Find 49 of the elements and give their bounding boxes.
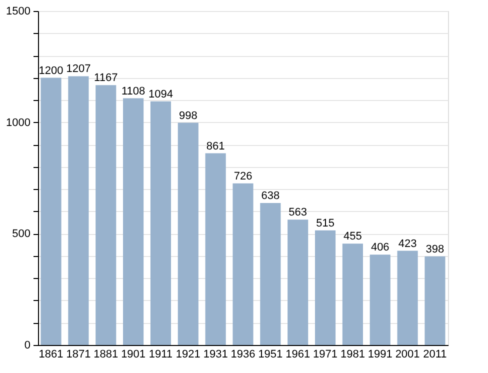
bar	[397, 250, 418, 345]
data-label: 423	[398, 238, 417, 250]
x-tick-label: 1881	[94, 348, 118, 360]
data-label: 563	[288, 206, 308, 219]
x-tick-label: 1921	[176, 348, 200, 360]
y-tick-label: 1500	[6, 6, 30, 18]
bar	[123, 98, 144, 345]
x-tick-label: 1991	[368, 348, 392, 360]
data-label: 1167	[94, 72, 118, 84]
bar	[424, 256, 446, 345]
x-tick-label: 1981	[340, 348, 365, 360]
bar	[68, 76, 89, 345]
bar	[342, 244, 363, 345]
x-tick-label: 1936	[230, 348, 256, 360]
x-tick-label: 1871	[66, 348, 91, 360]
x-tick-label: 2001	[395, 348, 420, 360]
data-label: 998	[178, 110, 198, 122]
x-tick-label: 1971	[313, 348, 338, 360]
data-label: 1200	[38, 64, 64, 77]
data-label: 1094	[148, 88, 173, 100]
bar	[40, 78, 62, 345]
x-tick-label: 1951	[258, 348, 283, 360]
bar	[260, 202, 281, 345]
x-tick-label: 2011	[423, 348, 447, 360]
y-tick-label: 500	[12, 228, 30, 240]
data-label: 1207	[66, 63, 91, 76]
data-label: 455	[344, 230, 362, 243]
bar	[178, 122, 198, 345]
bar	[370, 254, 390, 345]
bar	[288, 220, 308, 345]
data-label: 515	[316, 217, 334, 230]
x-tick-label: 1961	[286, 348, 310, 360]
bar	[232, 183, 254, 345]
bar	[314, 230, 336, 345]
bar	[150, 101, 172, 345]
y-tick-label: 1000	[6, 116, 30, 129]
data-label: 398	[426, 243, 444, 256]
x-tick-label: 1901	[121, 348, 146, 360]
x-tick-label: 1911	[148, 348, 173, 360]
data-label: 638	[261, 190, 280, 202]
x-tick-label: 1931	[203, 348, 228, 360]
data-label: 1108	[121, 85, 146, 98]
data-label: 861	[206, 140, 225, 152]
bar	[205, 153, 226, 345]
bar	[96, 85, 116, 345]
y-tick-label: 0	[24, 340, 30, 352]
x-tick-label: 1861	[38, 348, 64, 360]
data-label: 726	[234, 170, 252, 182]
data-label: 406	[370, 242, 390, 254]
